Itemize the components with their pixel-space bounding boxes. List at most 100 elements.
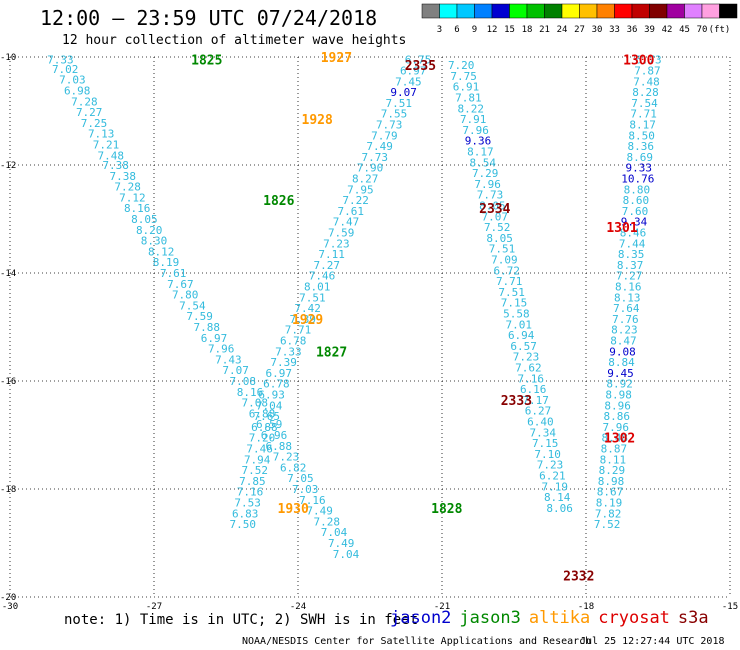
- legend-tick-label: 18: [522, 25, 533, 35]
- satellite-label-jason3: jason3: [459, 608, 521, 628]
- x-tick-label: -30: [2, 602, 18, 612]
- wave-height-value: 6.27: [525, 405, 552, 418]
- legend-tick-label: 70: [697, 25, 708, 35]
- wave-height-value: 7.39: [270, 356, 297, 369]
- wave-height-value: 8.80: [624, 183, 651, 196]
- wave-height-value: 6.96: [261, 429, 288, 442]
- pass-label-altika: 1929: [292, 313, 323, 328]
- wave-height-value: 7.59: [328, 227, 355, 240]
- y-tick-label: -14: [0, 269, 16, 279]
- wave-height-value: 5.58: [503, 308, 530, 321]
- wave-height-value: 7.73: [362, 151, 389, 164]
- wave-height-value: 8.27: [352, 173, 379, 186]
- wave-height-value: 8.86: [603, 410, 630, 423]
- pass-label-altika: 1927: [321, 51, 352, 66]
- wave-height-value: 7.61: [160, 267, 187, 280]
- x-tick-label: -27: [146, 602, 162, 612]
- wave-height-value: 8.87: [601, 443, 628, 456]
- wave-height-value: 8.98: [598, 475, 625, 488]
- wave-height-value: 7.87: [634, 65, 661, 78]
- wave-height-value: 8.50: [628, 129, 655, 142]
- wave-height-value: 6.57: [510, 340, 537, 353]
- pass-label-s3a: 2333: [501, 394, 532, 409]
- wave-height-value: 7.27: [76, 106, 103, 119]
- wave-height-value: 7.16: [237, 486, 264, 499]
- wave-height-value: 7.33: [47, 54, 74, 67]
- wave-height-value: 7.16: [299, 494, 326, 507]
- wave-height-value: 6.40: [527, 416, 554, 429]
- wave-height-value: 8.98: [605, 389, 632, 402]
- wave-height-value: 7.76: [612, 313, 639, 326]
- wave-height-value: 7.46: [309, 270, 336, 283]
- wave-height-value: 7.20: [448, 59, 475, 72]
- wave-height-value: 7.60: [622, 205, 649, 218]
- wave-height-value: 7.09: [491, 254, 518, 267]
- wave-height-value: 7.12: [119, 191, 146, 204]
- wave-height-value: 7.22: [342, 194, 369, 207]
- wave-height-value: 7.45: [395, 75, 422, 88]
- pass-label-s3a: 2335: [405, 59, 436, 74]
- wave-height-value: 6.88: [266, 440, 293, 453]
- wave-height-value: 7.04: [321, 526, 348, 539]
- wave-height-value: 8.69: [627, 151, 654, 164]
- wave-height-value: 8.30: [141, 235, 168, 248]
- wave-height-value: 8.17: [629, 119, 656, 132]
- wave-height-value: 6.98: [64, 84, 91, 97]
- wave-height-value: 10.76: [621, 173, 654, 186]
- wave-height-value: 7.42: [294, 302, 321, 315]
- wave-height-value: 7.85: [239, 475, 266, 488]
- wave-height-value: 6.21: [539, 470, 566, 483]
- wave-height-value: 7.28: [314, 515, 341, 528]
- wave-height-value: 6.83: [232, 507, 259, 520]
- wave-height-value: 7.80: [172, 289, 199, 302]
- wave-height-value: 7.27: [616, 270, 643, 283]
- wave-height-value: 7.16: [518, 372, 545, 385]
- wave-height-value: 7.44: [619, 237, 646, 250]
- wave-height-value: 7.96: [474, 178, 501, 191]
- pass-label-altika: 1930: [278, 502, 309, 517]
- wave-height-value: 7.33: [275, 345, 302, 358]
- wave-height-value: 6.75: [405, 54, 432, 67]
- wave-height-value: 7.71: [630, 108, 657, 121]
- wave-height-value: 7.34: [530, 426, 557, 439]
- wave-height-value: 8.28: [632, 86, 659, 99]
- x-tick-label: -18: [578, 602, 594, 612]
- pass-label-altika: 1928: [302, 113, 333, 128]
- pass-label-cryosat: 1302: [604, 432, 635, 447]
- wave-height-value: 7.52: [484, 221, 511, 234]
- wave-height-value: 7.07: [482, 210, 509, 223]
- wave-height-value: 7.96: [603, 421, 630, 434]
- wave-height-value: 7.90: [357, 162, 384, 175]
- footnote: note: 1) Time is in UTC; 2) SWH is in fe…: [64, 612, 419, 628]
- wave-height-value: 6.97: [400, 65, 427, 78]
- pass-label-s3a: 2332: [563, 569, 594, 584]
- wave-height-value: 7.61: [338, 205, 365, 218]
- legend-tick-label: 39: [644, 25, 655, 35]
- wave-height-value: 7.23: [513, 351, 540, 364]
- wave-height-value: 7.05: [287, 472, 314, 485]
- wave-height-value: 8.92: [606, 378, 633, 391]
- legend-tick-label: 3: [437, 25, 442, 35]
- wave-height-value: 8.14: [544, 491, 571, 504]
- wave-height-value: 7.20: [249, 432, 276, 445]
- wave-height-value: 9.36: [465, 135, 492, 148]
- wave-height-value: 8.22: [458, 102, 485, 115]
- wave-height-value: 8.17: [467, 146, 494, 159]
- legend-tick-label: 12: [487, 25, 498, 35]
- color-scale-bar: 3 6 9 12 15 18 21 24 27 30 33 36 39 42 45 70 (ft): [421, 3, 738, 35]
- pass-label-jason3: 1827: [316, 345, 347, 360]
- wave-height-value: 7.73: [376, 119, 403, 132]
- wave-height-value: 8.16: [237, 386, 264, 399]
- wave-height-value: 7.82: [595, 507, 622, 520]
- wave-height-value: 7.50: [230, 518, 257, 531]
- wave-height-value: 9.07: [390, 86, 417, 99]
- wave-height-value: 7.71: [285, 324, 312, 337]
- wave-height-value: 7.17: [522, 394, 549, 407]
- wave-height-value: 8.19: [153, 256, 180, 269]
- satellite-label-cryosat: cryosat: [598, 608, 670, 628]
- legend-tick-label: 21: [539, 25, 550, 35]
- wave-height-value: 7.15: [501, 297, 528, 310]
- wave-height-value: 8.16: [615, 281, 642, 294]
- wave-height-value: 7.28: [114, 181, 141, 194]
